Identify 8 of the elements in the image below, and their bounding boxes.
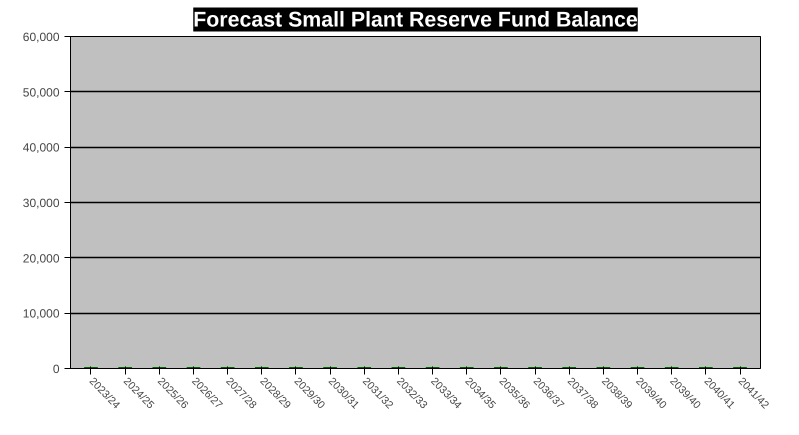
y-tick-label: 60,000 <box>22 30 60 44</box>
chart-title: Forecast Small Plant Reserve Fund Balance <box>193 8 638 32</box>
y-tick-label: 40,000 <box>22 140 60 155</box>
y-tick-label: 20,000 <box>22 251 60 266</box>
y-tick-label: 50,000 <box>22 85 60 100</box>
y-tick-label: 10,000 <box>22 306 60 321</box>
y-tick-label: 0 <box>52 362 60 376</box>
y-tick-label: 30,000 <box>22 196 60 210</box>
